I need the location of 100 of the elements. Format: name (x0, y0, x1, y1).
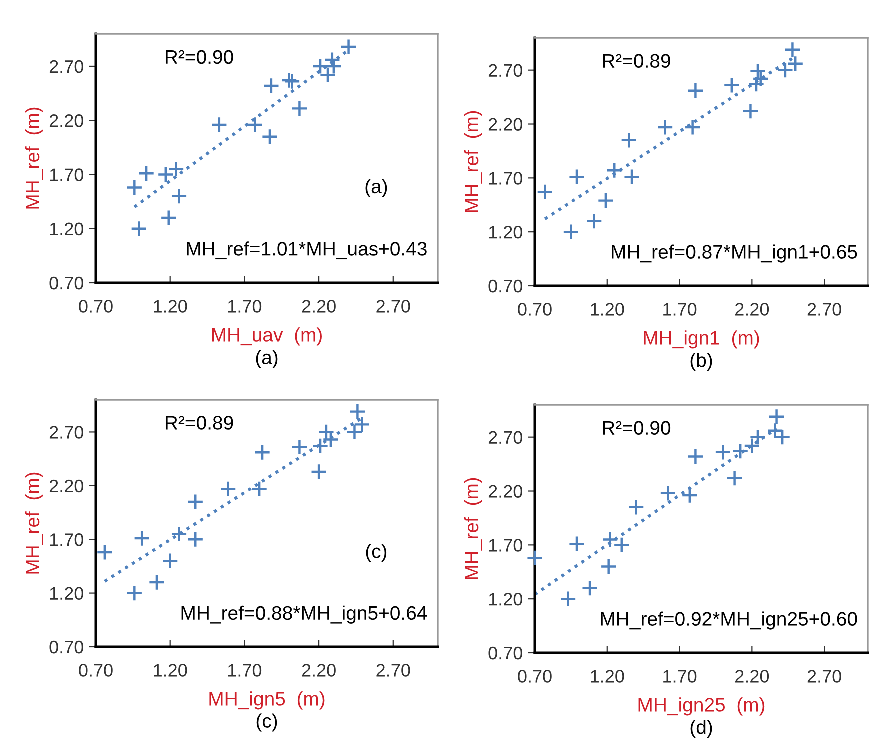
text: (c) (256, 714, 278, 732)
y-tick-label: 1.20 (489, 593, 522, 606)
x-tick-label: 0.70 (79, 664, 113, 677)
x-tick-label: 1.70 (228, 664, 262, 677)
point (562, 224, 580, 240)
point (130, 220, 148, 238)
y-tick-label: 1.20 (50, 587, 84, 600)
point (254, 444, 271, 462)
point (732, 442, 749, 460)
point (284, 73, 301, 90)
point (687, 448, 704, 466)
x-tick-label: 1.70 (228, 300, 262, 313)
x-axis-title: MH_uav (m) (212, 328, 322, 346)
annotation: MH_ref=0.87*MH_ign1+0.65 (612, 244, 858, 263)
point (96, 544, 114, 561)
point (750, 63, 766, 80)
annotation: (a) (366, 179, 388, 198)
y-tick-label: 0.70 (50, 640, 84, 654)
point (568, 536, 586, 552)
y-axis-title: MH_ref (m) (25, 108, 44, 209)
x-axis-title: MH_ign1 (m) (644, 330, 760, 349)
point (656, 119, 674, 136)
y-tick-label: 2.20 (488, 118, 522, 131)
y-tick-label: 2.70 (488, 64, 522, 78)
point (613, 536, 630, 554)
point (600, 558, 618, 576)
annotation: MH_ref=1.01*MH_uas+0.43 (187, 242, 427, 260)
point (526, 550, 544, 567)
x-tick-label: 2.70 (808, 670, 842, 683)
point (598, 192, 614, 210)
x-tick-label: 0.70 (518, 670, 552, 683)
point (560, 590, 577, 608)
annotation: MH_ref=0.92*MH_ign25+0.60 (601, 612, 858, 630)
point (684, 119, 702, 136)
x-tick-label: 1.20 (591, 670, 624, 683)
point (724, 77, 740, 94)
point (582, 580, 598, 597)
point (318, 424, 335, 441)
point (602, 531, 619, 548)
x-tick-label: 2.20 (302, 664, 336, 677)
point (774, 428, 791, 446)
point (220, 480, 237, 498)
point (536, 184, 554, 201)
y-tick-label: 0.70 (50, 276, 84, 290)
point (291, 100, 308, 118)
point (660, 485, 677, 502)
y-tick-label: 2.70 (488, 431, 522, 444)
point (246, 116, 264, 134)
y-tick-label: 0.70 (488, 646, 522, 660)
annotation: (c) (366, 544, 387, 562)
y-tick-label: 1.20 (50, 222, 84, 236)
annotation: R²=0.90 (603, 421, 671, 436)
x-tick-label: 2.70 (808, 303, 842, 316)
x-axis-title: MH_ign25 (m) (638, 698, 765, 716)
annotation: R²=0.90 (166, 50, 234, 64)
point (586, 212, 603, 230)
x-tick-label: 2.20 (736, 303, 770, 316)
point (291, 438, 308, 456)
y-tick-label: 1.70 (50, 168, 84, 182)
point (280, 72, 298, 89)
point (714, 444, 732, 461)
point (784, 41, 802, 58)
point (263, 78, 280, 94)
point (170, 526, 188, 543)
point (310, 464, 328, 480)
point (148, 574, 166, 591)
x-tick-label: 1.20 (591, 303, 624, 316)
y-tick-label: 1.70 (489, 539, 522, 552)
point (726, 470, 744, 487)
point (606, 162, 624, 180)
x-tick-label: 2.20 (736, 670, 770, 683)
y-tick-label: 1.20 (489, 226, 522, 239)
y-tick-label: 0.70 (488, 280, 522, 293)
x-tick-label: 2.20 (302, 300, 336, 313)
point (624, 168, 640, 186)
x-tick-label: 1.70 (664, 303, 697, 316)
annotation: MH_ref=0.88*MH_ign5+0.64 (182, 606, 428, 624)
y-tick-label: 2.70 (50, 60, 84, 74)
annotation: R²=0.89 (166, 416, 234, 430)
x-tick-label: 2.70 (376, 664, 410, 677)
point (742, 102, 760, 120)
x-tick-label: 0.70 (79, 300, 113, 313)
x-tick-label: 2.70 (376, 300, 410, 313)
y-tick-label: 2.70 (50, 426, 84, 439)
point (251, 480, 268, 498)
y-tick-label: 1.70 (489, 172, 522, 185)
point (766, 422, 784, 440)
point (620, 132, 638, 149)
point (187, 494, 204, 510)
x-tick-label: 1.20 (154, 664, 188, 677)
x-tick-label: 0.70 (518, 303, 552, 316)
point (349, 403, 366, 420)
text: (d) (690, 720, 712, 738)
y-axis-title: MH_ref (m) (464, 478, 482, 580)
point (628, 499, 645, 516)
point (312, 58, 329, 75)
y-tick-label: 1.70 (50, 534, 84, 546)
y-tick-label: 2.20 (50, 114, 84, 128)
point (211, 116, 228, 134)
point (162, 552, 179, 570)
